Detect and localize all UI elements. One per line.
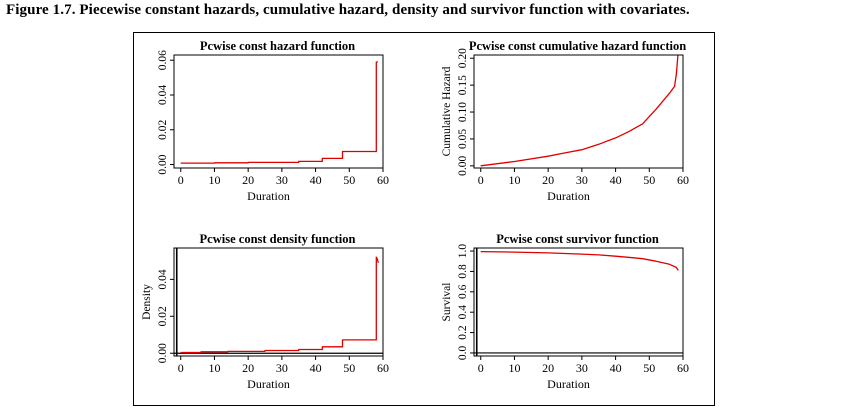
y-tick-label: 0.15 — [457, 75, 469, 95]
x-tick-label: 40 — [310, 361, 322, 375]
y-tick-label: 0.06 — [157, 50, 169, 70]
x-tick-label: 20 — [542, 361, 554, 375]
x-tick-label: 20 — [242, 361, 254, 375]
x-tick-label: 40 — [310, 173, 322, 187]
y-tick-label: 0.00 — [157, 154, 169, 174]
series-line — [180, 256, 379, 354]
series-line — [180, 61, 378, 164]
x-tick-label: 30 — [576, 361, 588, 375]
x-tick-label: 40 — [610, 361, 622, 375]
plots-canvas: Pcwise const hazard function 0 10 20 30 40 50 6… — [141, 39, 689, 391]
y-axis-label: Survival — [441, 283, 453, 322]
y-tick-label: 0.8 — [457, 264, 469, 279]
x-tick-label: 10 — [208, 361, 220, 375]
x-tick-label: 30 — [276, 361, 288, 375]
x-axis-label: Duration — [247, 189, 290, 203]
x-tick-label: 40 — [610, 173, 622, 187]
x-tick-label: 60 — [377, 361, 389, 375]
panel-3: Pcwise const density function 0 10 20 30 40 50… — [141, 232, 389, 391]
y-tick-label: 0.02 — [157, 119, 169, 139]
panel-2: Pcwise const cumulative hazard function0… — [441, 39, 689, 203]
y-tick-label: 0.00 — [157, 343, 169, 363]
y-tick-label: 0.2 — [457, 325, 469, 340]
y-axis-label: Density — [141, 284, 153, 320]
series-line — [480, 55, 679, 167]
x-tick-label: 50 — [343, 361, 355, 375]
x-tick-label: 0 — [478, 361, 484, 375]
y-tick-label: 0.05 — [457, 129, 469, 149]
y-axis-label: Cumulative Hazard — [441, 66, 453, 156]
x-tick-label: 10 — [508, 361, 520, 375]
x-tick-label: 60 — [677, 173, 689, 187]
x-axis-label: Duration — [547, 189, 590, 203]
panel-title: Pcwise const cumulative hazard function — [469, 39, 686, 53]
x-axis-label: Duration — [247, 377, 290, 391]
x-axis-label: Duration — [547, 377, 590, 391]
panel-title: Pcwise const density function — [200, 232, 356, 246]
plot-box — [473, 247, 684, 357]
figure-title: Figure 1.7. Piecewise constant hazards, … — [6, 2, 690, 18]
x-tick-label: 10 — [208, 173, 220, 187]
panel-1: Pcwise const hazard function 0 10 20 30 40 50 6… — [157, 39, 389, 203]
x-tick-label: 20 — [542, 173, 554, 187]
figure-frame: Pcwise const hazard function 0 10 20 30 40 50 6… — [133, 32, 715, 406]
plot-box — [473, 54, 684, 169]
y-tick-label: 0.20 — [457, 48, 469, 68]
x-tick-label: 0 — [478, 173, 484, 187]
y-tick-label: 0.0 — [457, 346, 469, 361]
x-tick-label: 0 — [178, 173, 184, 187]
x-tick-label: 50 — [343, 173, 355, 187]
series-line — [480, 250, 679, 271]
plot-box — [173, 247, 384, 357]
panel-title: Pcwise const hazard function — [200, 39, 355, 53]
x-tick-label: 50 — [643, 173, 655, 187]
y-tick-label: 0.6 — [457, 284, 469, 299]
y-tick-label: 0.4 — [457, 305, 469, 320]
x-tick-label: 10 — [508, 173, 520, 187]
x-tick-label: 30 — [576, 173, 588, 187]
y-tick-label: 0.02 — [157, 306, 169, 326]
x-tick-label: 50 — [643, 361, 655, 375]
plot-box — [173, 54, 384, 169]
x-tick-label: 60 — [377, 173, 389, 187]
y-tick-label: 0.00 — [457, 156, 469, 176]
panel-title: Pcwise const survivor function — [496, 232, 659, 246]
y-tick-label: 0.04 — [157, 269, 169, 289]
y-tick-label: 0.10 — [457, 102, 469, 122]
y-tick-label: 0.04 — [157, 85, 169, 105]
x-tick-label: 20 — [242, 173, 254, 187]
x-tick-label: 60 — [677, 361, 689, 375]
y-tick-label: 1.0 — [457, 244, 469, 259]
panel-4: Pcwise const survivor function 0 10 20 30 40 5… — [441, 232, 689, 391]
x-tick-label: 0 — [178, 361, 184, 375]
x-tick-label: 30 — [276, 173, 288, 187]
